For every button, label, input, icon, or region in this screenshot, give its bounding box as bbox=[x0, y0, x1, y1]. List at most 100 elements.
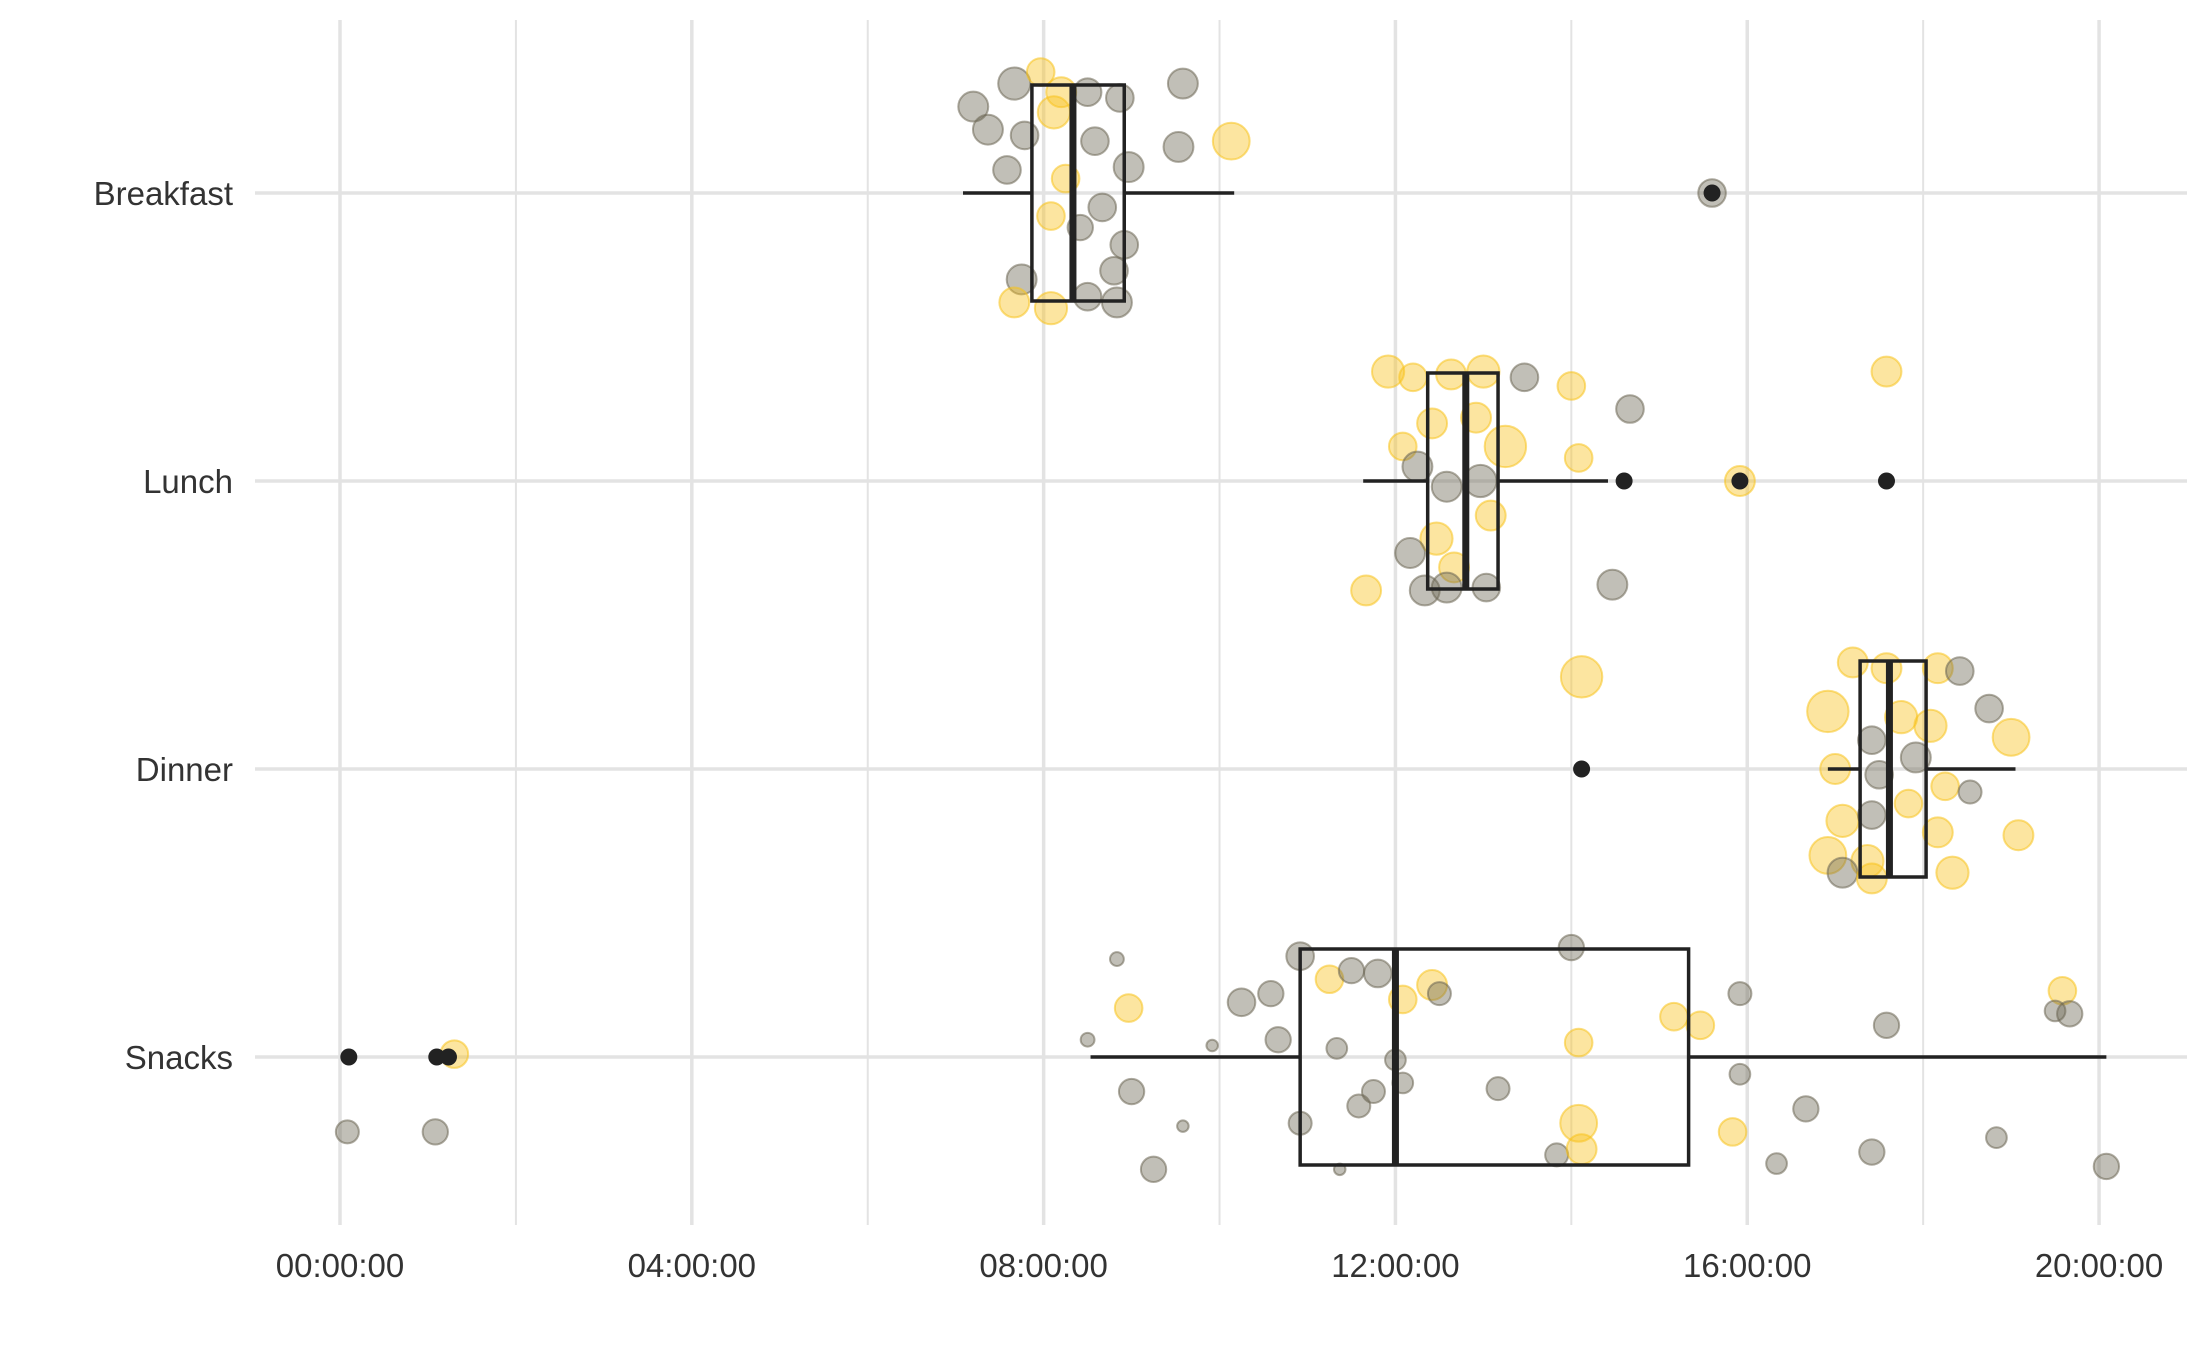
data-point bbox=[1363, 958, 1393, 989]
data-point bbox=[1264, 1026, 1292, 1054]
data-point bbox=[1893, 788, 1924, 819]
data-point bbox=[1857, 800, 1887, 830]
x-tick-label: 20:00:00 bbox=[2035, 1247, 2163, 1284]
data-point bbox=[1080, 126, 1110, 156]
data-point bbox=[1079, 1031, 1096, 1048]
data-point bbox=[1921, 652, 1954, 685]
data-point bbox=[1416, 407, 1449, 440]
data-point bbox=[1565, 1133, 1598, 1166]
data-point bbox=[1072, 77, 1103, 107]
data-point bbox=[1913, 708, 1948, 743]
x-tick-label: 04:00:00 bbox=[628, 1247, 756, 1284]
data-point bbox=[1806, 689, 1850, 734]
box-dinner bbox=[1573, 659, 2016, 879]
data-point bbox=[1974, 693, 2004, 724]
data-point bbox=[997, 66, 1032, 101]
data-point bbox=[1483, 424, 1528, 469]
y-axis-labels: Breakfast Lunch Dinner Snacks bbox=[94, 175, 233, 1076]
x-axis-labels: 00:00:00 04:00:00 08:00:00 12:00:00 16:00:00… bbox=[276, 1247, 2163, 1284]
data-point bbox=[1072, 281, 1103, 312]
data-point bbox=[1563, 443, 1594, 473]
outlier-point bbox=[1703, 184, 1721, 202]
major-gridlines bbox=[255, 20, 2187, 1225]
data-point bbox=[1544, 1142, 1570, 1168]
box-plots bbox=[340, 83, 2107, 1167]
data-point bbox=[992, 155, 1022, 185]
data-point bbox=[1559, 655, 1604, 699]
outlier-point bbox=[428, 1048, 446, 1066]
data-point bbox=[1205, 1038, 1219, 1053]
data-point bbox=[1117, 1077, 1146, 1106]
data-point bbox=[1325, 1037, 1349, 1060]
box-iqr bbox=[1298, 947, 1691, 1167]
data-point bbox=[1109, 951, 1125, 967]
data-point bbox=[1872, 1011, 1901, 1039]
data-point bbox=[1426, 981, 1452, 1007]
data-point bbox=[1930, 771, 1960, 802]
data-point bbox=[1099, 255, 1129, 286]
data-point bbox=[1944, 656, 1975, 686]
data-point bbox=[1556, 371, 1587, 401]
data-point bbox=[1858, 1138, 1886, 1166]
x-tick-label: 12:00:00 bbox=[1331, 1247, 1459, 1284]
data-point bbox=[1257, 979, 1285, 1008]
data-point bbox=[1921, 816, 1954, 849]
y-tick-label: Lunch bbox=[143, 463, 233, 500]
data-point bbox=[1226, 987, 1257, 1018]
x-tick-label: 08:00:00 bbox=[979, 1247, 1107, 1284]
data-point bbox=[1139, 1155, 1168, 1183]
data-point bbox=[1474, 499, 1507, 532]
data-point bbox=[1792, 1095, 1820, 1123]
data-point bbox=[1717, 1117, 1748, 1147]
jitter-points bbox=[334, 57, 2121, 1183]
data-point bbox=[1176, 1119, 1190, 1133]
outlier-point bbox=[340, 1048, 358, 1066]
minor-gridlines bbox=[514, 20, 1925, 1225]
data-point bbox=[2002, 819, 2035, 852]
data-point bbox=[1728, 1062, 1752, 1086]
y-tick-label: Breakfast bbox=[94, 175, 233, 212]
data-point bbox=[421, 1118, 449, 1146]
y-tick-label: Snacks bbox=[125, 1039, 233, 1076]
data-point bbox=[1765, 1152, 1788, 1175]
outlier-point bbox=[439, 1048, 457, 1066]
data-point bbox=[1825, 803, 1860, 838]
data-point bbox=[1033, 291, 1069, 326]
x-tick-label: 00:00:00 bbox=[276, 1247, 404, 1284]
data-point bbox=[334, 1119, 360, 1145]
data-point bbox=[1659, 1001, 1689, 1032]
data-point bbox=[1559, 1103, 1599, 1143]
data-point bbox=[1162, 130, 1195, 163]
data-point bbox=[1615, 394, 1645, 424]
data-point bbox=[1009, 120, 1040, 151]
y-tick-label: Dinner bbox=[136, 751, 233, 788]
data-point bbox=[1727, 981, 1753, 1007]
outlier-point bbox=[1731, 472, 1749, 490]
data-point bbox=[971, 113, 1004, 146]
data-point bbox=[1087, 192, 1118, 223]
data-point bbox=[1991, 717, 2031, 757]
data-point bbox=[1112, 151, 1145, 184]
data-point bbox=[1985, 1126, 2008, 1149]
data-point bbox=[1596, 568, 1629, 601]
data-point bbox=[1394, 537, 1427, 569]
data-point bbox=[1870, 355, 1903, 388]
x-tick-label: 16:00:00 bbox=[1683, 1247, 1811, 1284]
data-point bbox=[2056, 1000, 2084, 1028]
data-point bbox=[1036, 95, 1071, 130]
data-point bbox=[1036, 201, 1066, 231]
outlier-point bbox=[1573, 760, 1591, 778]
data-point bbox=[957, 90, 990, 123]
data-point bbox=[1105, 83, 1135, 113]
data-point bbox=[1350, 574, 1383, 607]
box-breakfast bbox=[963, 83, 1721, 303]
box-iqr bbox=[1858, 659, 1928, 879]
data-point bbox=[1899, 741, 1932, 774]
outlier-point bbox=[1877, 472, 1895, 490]
box-iqr bbox=[1030, 83, 1127, 303]
box-snacks bbox=[340, 947, 2107, 1167]
data-point bbox=[1113, 993, 1144, 1023]
data-point bbox=[1957, 779, 1983, 805]
data-point bbox=[2092, 1152, 2121, 1181]
